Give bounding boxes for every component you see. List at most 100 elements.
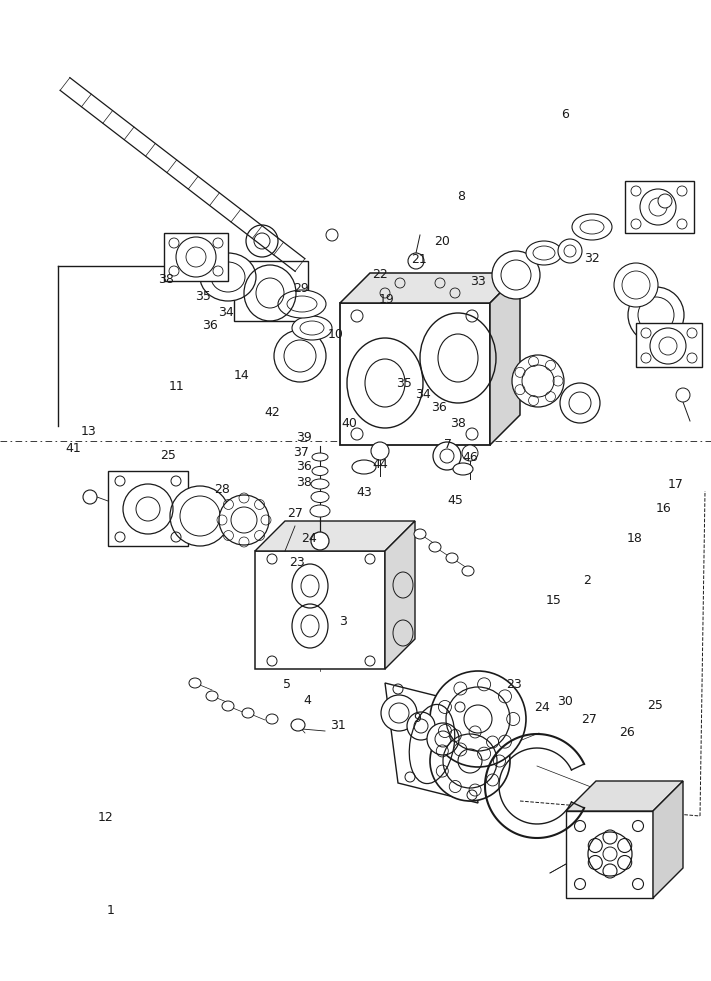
Ellipse shape: [526, 241, 562, 265]
Text: 23: 23: [506, 678, 522, 692]
Ellipse shape: [200, 253, 256, 301]
Text: 31: 31: [331, 719, 346, 733]
Text: 26: 26: [619, 726, 635, 740]
Circle shape: [326, 229, 338, 241]
Text: 40: 40: [342, 417, 358, 431]
Text: 34: 34: [218, 306, 234, 320]
Text: 7: 7: [444, 438, 452, 451]
Text: 12: 12: [98, 810, 114, 824]
Text: 34: 34: [415, 387, 431, 401]
Text: 9: 9: [413, 711, 422, 725]
Polygon shape: [164, 233, 228, 281]
Circle shape: [381, 695, 417, 731]
Ellipse shape: [414, 529, 426, 539]
Ellipse shape: [266, 714, 278, 724]
Circle shape: [560, 383, 600, 423]
Circle shape: [274, 330, 326, 382]
Polygon shape: [385, 683, 478, 803]
Ellipse shape: [292, 316, 332, 340]
Text: 29: 29: [294, 282, 309, 295]
Text: 37: 37: [294, 445, 309, 459]
Ellipse shape: [310, 505, 330, 517]
Circle shape: [371, 442, 389, 460]
Text: 2: 2: [583, 574, 592, 588]
Text: 4: 4: [303, 694, 311, 707]
Text: 33: 33: [470, 275, 486, 288]
Text: 28: 28: [215, 483, 230, 496]
Circle shape: [407, 712, 435, 740]
Text: 24: 24: [301, 532, 317, 545]
Ellipse shape: [462, 566, 474, 576]
Text: 44: 44: [373, 457, 388, 471]
Polygon shape: [385, 521, 415, 669]
Text: 38: 38: [296, 476, 312, 490]
Text: 35: 35: [196, 289, 211, 303]
Text: 24: 24: [534, 700, 550, 714]
Text: 14: 14: [234, 369, 250, 383]
Text: 8: 8: [456, 189, 465, 203]
Text: 36: 36: [432, 400, 447, 414]
Text: 15: 15: [546, 594, 562, 607]
Circle shape: [408, 253, 424, 269]
Text: 20: 20: [434, 234, 450, 248]
Text: 11: 11: [169, 380, 184, 393]
Circle shape: [430, 671, 526, 767]
Circle shape: [628, 287, 684, 343]
Circle shape: [574, 879, 585, 890]
Circle shape: [219, 495, 269, 545]
Text: 25: 25: [648, 698, 663, 712]
Text: 27: 27: [581, 712, 597, 726]
Ellipse shape: [311, 491, 329, 502]
Text: 16: 16: [656, 501, 671, 515]
Circle shape: [603, 864, 617, 878]
Circle shape: [427, 723, 459, 755]
Circle shape: [574, 820, 585, 832]
Polygon shape: [340, 303, 490, 445]
Circle shape: [246, 225, 278, 257]
Ellipse shape: [206, 691, 218, 701]
Text: 17: 17: [668, 478, 683, 491]
Text: 43: 43: [356, 486, 372, 499]
Text: 13: 13: [80, 425, 96, 439]
Text: 3: 3: [339, 615, 348, 629]
Text: 22: 22: [373, 268, 388, 282]
Text: 45: 45: [448, 493, 464, 507]
Text: 23: 23: [289, 555, 305, 569]
Text: 10: 10: [328, 328, 343, 341]
Circle shape: [618, 855, 631, 869]
Text: 38: 38: [450, 417, 466, 431]
Circle shape: [618, 839, 631, 852]
Circle shape: [588, 839, 602, 852]
Text: 39: 39: [296, 431, 312, 444]
Text: 42: 42: [264, 405, 280, 419]
Polygon shape: [653, 781, 683, 898]
Ellipse shape: [429, 542, 441, 552]
Ellipse shape: [278, 290, 326, 318]
Ellipse shape: [352, 460, 376, 474]
Text: 36: 36: [296, 460, 312, 474]
Text: 38: 38: [159, 273, 174, 286]
Ellipse shape: [446, 553, 458, 563]
Ellipse shape: [291, 719, 305, 731]
Circle shape: [433, 442, 461, 470]
Ellipse shape: [572, 214, 612, 240]
Text: 36: 36: [202, 319, 218, 333]
Text: 46: 46: [462, 450, 478, 464]
Text: 6: 6: [561, 108, 570, 122]
Circle shape: [311, 532, 329, 550]
Circle shape: [614, 263, 658, 307]
Polygon shape: [566, 811, 653, 898]
Polygon shape: [234, 261, 308, 321]
Ellipse shape: [312, 467, 328, 476]
Circle shape: [588, 855, 602, 869]
Polygon shape: [255, 551, 385, 669]
Circle shape: [170, 486, 230, 546]
Text: 25: 25: [160, 448, 176, 462]
Polygon shape: [636, 323, 702, 367]
Circle shape: [603, 847, 617, 861]
Text: 18: 18: [627, 532, 643, 545]
Circle shape: [492, 251, 540, 299]
Text: 1: 1: [106, 904, 114, 917]
Ellipse shape: [189, 678, 201, 688]
Text: 32: 32: [584, 252, 599, 266]
